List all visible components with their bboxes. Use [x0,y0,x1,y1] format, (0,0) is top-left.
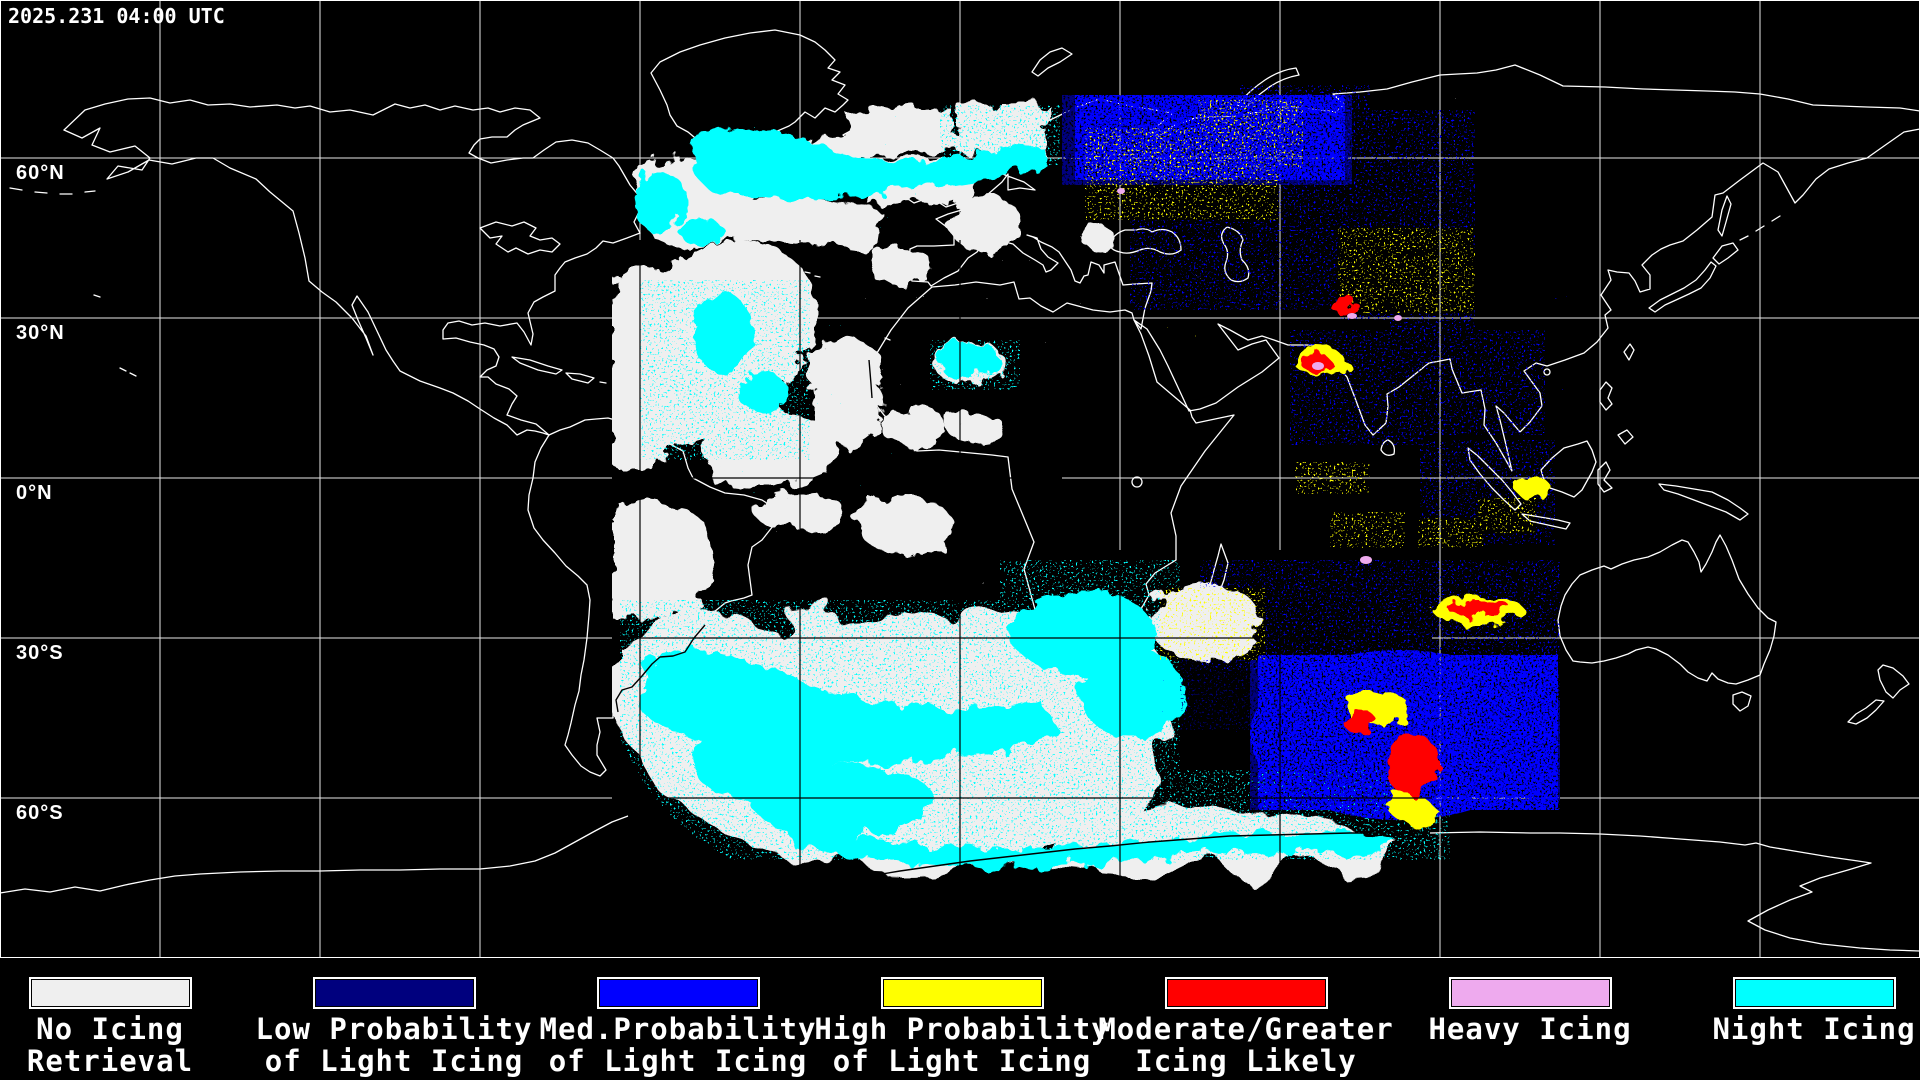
legend-bar: No Icing Retrieval Low Probability of Li… [0,958,1920,1080]
coastlines-over-clouds [615,359,1430,890]
legend-item-med-prob: Med.Probability of Light Icing [528,977,828,1077]
lat-label-30n: 30°N [16,322,65,344]
legend-label-high-prob: High Probability of Light Icing [814,1012,1110,1078]
legend-label-low-prob: Low Probability of Light Icing [255,1012,533,1078]
legend-swatch-low-prob [312,977,476,1009]
legend-item-high-prob: High Probability of Light Icing [812,977,1112,1077]
map-canvas [0,0,1920,958]
timestamp: 2025.231 04:00 UTC [8,4,225,28]
legend-swatch-med-prob [596,977,760,1009]
world-map: 2025.231 04:00 UTC 60°N 30°N 0°N 30°S 60… [0,0,1920,958]
icing-data-overlay [612,85,1570,880]
lat-label-0n: 0°N [16,482,53,504]
legend-label-no-icing: No Icing Retrieval [26,1012,194,1078]
legend-swatch-no-icing [28,977,192,1009]
legend-label-heavy: Heavy Icing [1428,1012,1632,1046]
legend-swatch-night [1732,977,1896,1009]
legend-item-heavy: Heavy Icing [1380,977,1680,1077]
legend-label-night: Night Icing [1712,1012,1916,1046]
legend-item-no-icing: No Icing Retrieval [0,977,260,1077]
legend-item-low-prob: Low Probability of Light Icing [244,977,544,1077]
legend-label-med-prob: Med.Probability of Light Icing [539,1012,817,1078]
legend-swatch-heavy [1448,977,1612,1009]
lat-label-60n: 60°N [16,162,65,184]
legend-item-mod-greater: Moderate/Greater Icing Likely [1096,977,1396,1077]
lat-label-60s: 60°S [16,802,64,824]
legend-label-mod-greater: Moderate/Greater Icing Likely [1098,1012,1394,1078]
lat-label-30s: 30°S [16,642,64,664]
legend-item-night: Night Icing [1664,977,1920,1077]
legend-swatch-mod-greater [1164,977,1328,1009]
legend-swatch-high-prob [880,977,1044,1009]
